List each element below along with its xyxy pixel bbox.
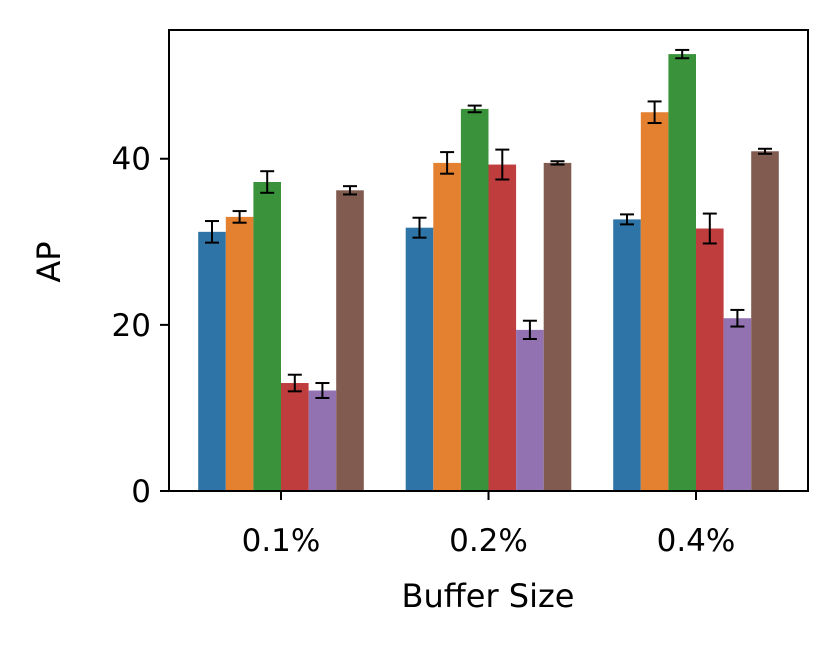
bar-series-5-2 xyxy=(723,318,752,491)
y-tick-label-0: 0 xyxy=(131,474,151,510)
bar-series-5-1 xyxy=(516,329,544,491)
error-bar-series-3-0 xyxy=(260,170,275,194)
bar-series-3-2 xyxy=(668,54,696,492)
error-bar-series-6-0 xyxy=(343,185,357,196)
error-bar-series-1-1 xyxy=(412,216,427,239)
error-bars-layer xyxy=(205,48,772,399)
bars-layer xyxy=(198,54,779,492)
error-bar-series-5-1 xyxy=(522,319,537,340)
error-bar-series-3-1 xyxy=(467,104,482,114)
error-bar-series-5-0 xyxy=(315,382,330,399)
error-bar-series-5-2 xyxy=(730,308,745,328)
error-bar-series-2-0 xyxy=(232,210,247,224)
error-bar-series-2-2 xyxy=(647,100,662,125)
bar-series-1-2 xyxy=(613,219,641,491)
bar-series-1-0 xyxy=(198,231,226,491)
error-bar-series-6-1 xyxy=(550,160,565,166)
bar-series-5-0 xyxy=(308,390,337,491)
error-bar-series-4-2 xyxy=(702,212,717,245)
x-axis-title: Buffer Size xyxy=(402,577,575,615)
bar-series-4-1 xyxy=(488,164,517,491)
x-axis: 0.1% 0.2% 0.4% xyxy=(242,491,736,559)
bar-series-2-1 xyxy=(433,162,461,491)
bar-series-2-2 xyxy=(640,112,669,491)
error-bar-series-6-2 xyxy=(758,147,772,155)
y-tick-label-2: 40 xyxy=(112,142,151,178)
y-tick-label-1: 20 xyxy=(112,308,151,344)
error-bar-series-4-1 xyxy=(495,148,510,181)
error-bar-series-4-0 xyxy=(287,373,302,393)
bar-series-4-2 xyxy=(696,228,724,491)
error-bar-series-1-0 xyxy=(205,220,219,244)
y-axis-title: AP xyxy=(30,241,68,282)
error-bar-series-3-2 xyxy=(675,48,690,60)
error-bar-series-1-2 xyxy=(620,213,634,226)
x-tick-label-0: 0.1% xyxy=(242,523,321,559)
x-tick-label-2: 0.4% xyxy=(657,523,736,559)
bar-series-4-0 xyxy=(281,383,309,491)
bar-series-2-0 xyxy=(225,216,254,491)
bar-series-6-2 xyxy=(751,151,779,491)
bar-series-6-1 xyxy=(543,162,572,491)
x-tick-label-1: 0.2% xyxy=(449,523,528,559)
bar-series-6-0 xyxy=(336,190,364,491)
error-bar-series-2-1 xyxy=(440,151,455,175)
y-axis: 0 20 40 xyxy=(112,142,169,510)
bar-series-3-0 xyxy=(253,182,281,491)
bar-series-1-1 xyxy=(405,227,434,491)
bar-series-3-1 xyxy=(460,108,489,491)
